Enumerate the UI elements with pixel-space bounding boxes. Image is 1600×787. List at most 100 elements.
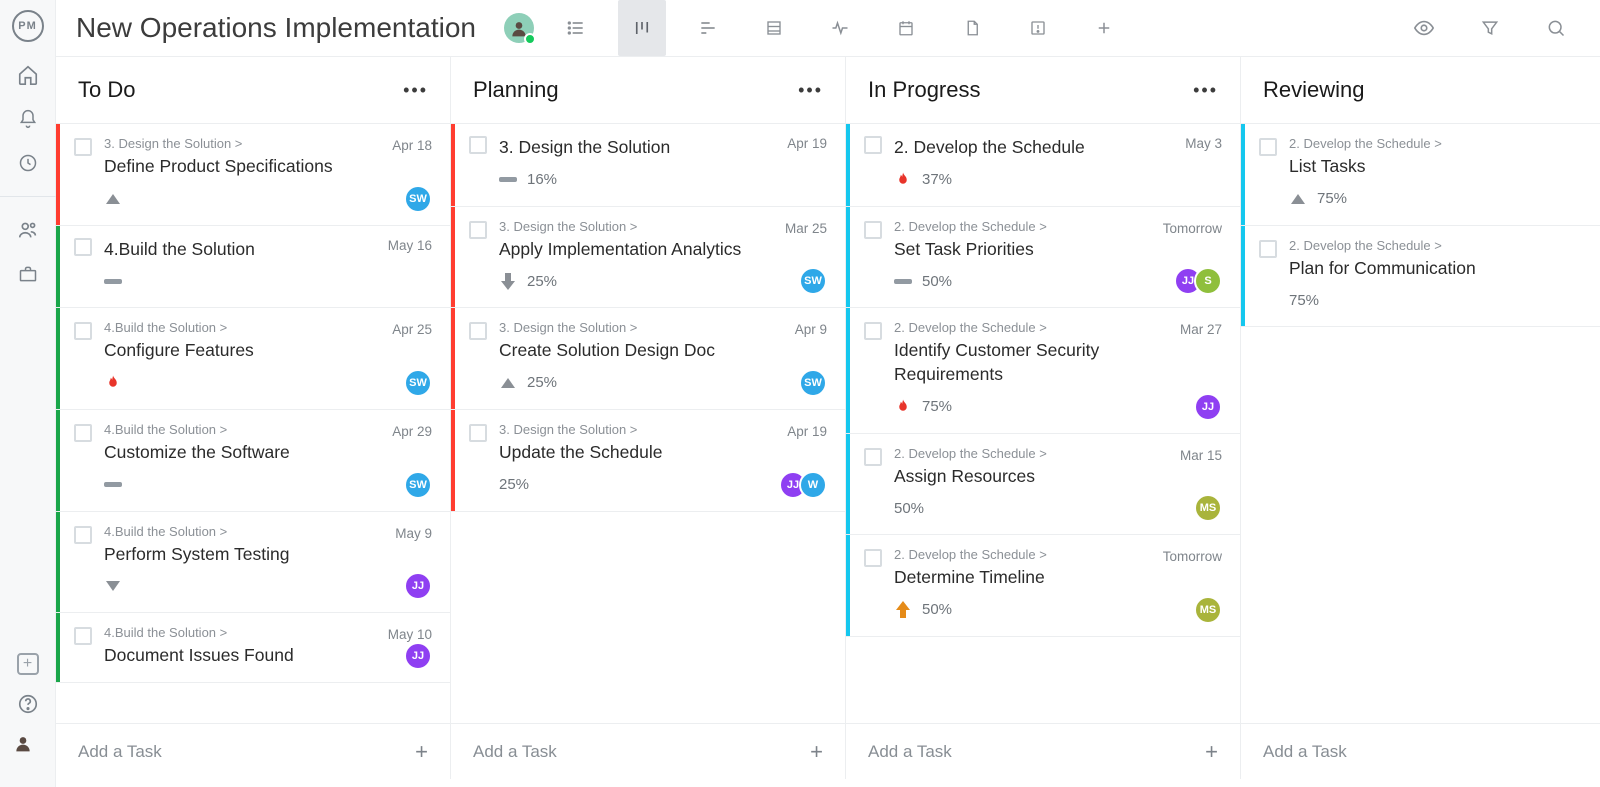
column-title: Planning [473, 77, 559, 103]
task-checkbox[interactable] [864, 322, 882, 340]
task-card[interactable]: 3. Design the Solution >Apply Implementa… [451, 207, 845, 309]
topbar-user-avatar[interactable] [504, 13, 534, 43]
task-checkbox[interactable] [74, 627, 92, 645]
task-card[interactable]: 2. Develop the Schedule >Identify Custom… [846, 308, 1240, 433]
task-name: 4.Build the Solution [104, 238, 432, 262]
task-breadcrumb: 4.Build the Solution > [104, 524, 432, 539]
rail-user-avatar[interactable] [13, 733, 43, 763]
task-name: Configure Features [104, 339, 432, 363]
clock-icon[interactable] [17, 152, 39, 174]
kanban-board[interactable]: To Do•••3. Design the Solution >Define P… [56, 57, 1600, 787]
task-checkbox[interactable] [469, 221, 487, 239]
assignee-chip[interactable]: MS [1194, 494, 1222, 522]
view-add-icon[interactable] [1080, 0, 1128, 57]
home-icon[interactable] [17, 64, 39, 86]
task-breadcrumb: 3. Design the Solution > [499, 422, 827, 437]
assignee-chip[interactable]: MS [1194, 596, 1222, 624]
task-card[interactable]: 4.Build the Solution >Configure Features… [56, 308, 450, 410]
task-card[interactable]: 4.Build the SolutionMay 16 [56, 226, 450, 309]
assignee-chip[interactable]: S [1194, 267, 1222, 295]
task-card[interactable]: 2. Develop the Schedule >Set Task Priori… [846, 207, 1240, 309]
assignee-chip[interactable]: SW [404, 185, 432, 213]
task-name: 2. Develop the Schedule [894, 136, 1222, 160]
priority-icon [894, 171, 912, 189]
task-assignees: JJS [1174, 267, 1222, 295]
task-checkbox[interactable] [864, 221, 882, 239]
view-list-icon[interactable] [552, 0, 600, 57]
view-activity-icon[interactable] [816, 0, 864, 57]
task-meta [104, 473, 432, 497]
task-checkbox[interactable] [864, 549, 882, 567]
assignee-chip[interactable]: JJ [404, 642, 432, 670]
task-card[interactable]: 3. Design the Solution >Create Solution … [451, 308, 845, 410]
add-task-button[interactable]: Add a Task+ [1241, 723, 1600, 779]
task-card[interactable]: 2. Develop the Schedule >List Tasks75% [1241, 124, 1600, 226]
priority-icon [104, 577, 122, 595]
view-files-icon[interactable] [948, 0, 996, 57]
task-checkbox[interactable] [864, 136, 882, 154]
assignee-chip[interactable]: SW [404, 471, 432, 499]
task-checkbox[interactable] [469, 136, 487, 154]
task-checkbox[interactable] [74, 424, 92, 442]
task-checkbox[interactable] [74, 138, 92, 156]
task-meta: 16% [499, 168, 827, 192]
assignee-chip[interactable]: JJ [404, 572, 432, 600]
task-percent: 25% [499, 476, 529, 493]
logo[interactable]: PM [12, 10, 44, 42]
task-breadcrumb: 2. Develop the Schedule > [894, 320, 1222, 335]
assignee-chip[interactable]: SW [404, 369, 432, 397]
add-task-button[interactable]: Add a Task+ [846, 723, 1240, 779]
view-risks-icon[interactable] [1014, 0, 1062, 57]
task-assignees: JJ [1194, 393, 1222, 421]
search-icon[interactable] [1532, 0, 1580, 57]
task-checkbox[interactable] [74, 526, 92, 544]
task-checkbox[interactable] [469, 322, 487, 340]
task-name: Create Solution Design Doc [499, 339, 827, 363]
task-card[interactable]: 3. Design the Solution >Update the Sched… [451, 410, 845, 512]
task-card[interactable]: 2. Develop the ScheduleMay 337% [846, 124, 1240, 207]
column-menu-icon[interactable]: ••• [403, 80, 428, 101]
view-board-icon[interactable] [618, 0, 666, 56]
task-checkbox[interactable] [1259, 138, 1277, 156]
priority-icon [104, 272, 122, 290]
filter-icon[interactable] [1466, 0, 1514, 57]
assignee-chip[interactable]: W [799, 471, 827, 499]
task-date: Apr 18 [392, 138, 432, 153]
task-card[interactable]: 3. Design the SolutionApr 1916% [451, 124, 845, 207]
task-meta: 75% [894, 395, 1222, 419]
briefcase-icon[interactable] [17, 263, 39, 285]
task-card[interactable]: 2. Develop the Schedule >Determine Timel… [846, 535, 1240, 637]
card-stripe [56, 308, 60, 409]
rail-add-button[interactable]: + [17, 653, 39, 675]
task-card[interactable]: 2. Develop the Schedule >Assign Resource… [846, 434, 1240, 536]
card-stripe [846, 124, 850, 206]
task-checkbox[interactable] [864, 448, 882, 466]
task-card[interactable]: 4.Build the Solution >Document Issues Fo… [56, 613, 450, 683]
view-table-icon[interactable] [750, 0, 798, 57]
watch-icon[interactable] [1400, 0, 1448, 57]
task-date: Tomorrow [1163, 549, 1222, 564]
assignee-chip[interactable]: SW [799, 369, 827, 397]
column-menu-icon[interactable]: ••• [798, 80, 823, 101]
task-card[interactable]: 2. Develop the Schedule >Plan for Commun… [1241, 226, 1600, 328]
priority-icon [499, 171, 517, 189]
people-icon[interactable] [17, 219, 39, 241]
assignee-chip[interactable]: SW [799, 267, 827, 295]
task-card[interactable]: 3. Design the Solution >Define Product S… [56, 124, 450, 226]
add-task-button[interactable]: Add a Task+ [56, 723, 450, 779]
task-meta [104, 574, 432, 598]
task-checkbox[interactable] [74, 238, 92, 256]
task-card[interactable]: 4.Build the Solution >Customize the Soft… [56, 410, 450, 512]
view-calendar-icon[interactable] [882, 0, 930, 57]
card-stripe [451, 124, 455, 206]
assignee-chip[interactable]: JJ [1194, 393, 1222, 421]
add-task-button[interactable]: Add a Task+ [451, 723, 845, 779]
task-checkbox[interactable] [469, 424, 487, 442]
task-checkbox[interactable] [74, 322, 92, 340]
bell-icon[interactable] [17, 108, 39, 130]
column-menu-icon[interactable]: ••• [1193, 80, 1218, 101]
task-checkbox[interactable] [1259, 240, 1277, 258]
view-gantt-icon[interactable] [684, 0, 732, 57]
task-card[interactable]: 4.Build the Solution >Perform System Tes… [56, 512, 450, 614]
help-icon[interactable] [17, 693, 39, 715]
